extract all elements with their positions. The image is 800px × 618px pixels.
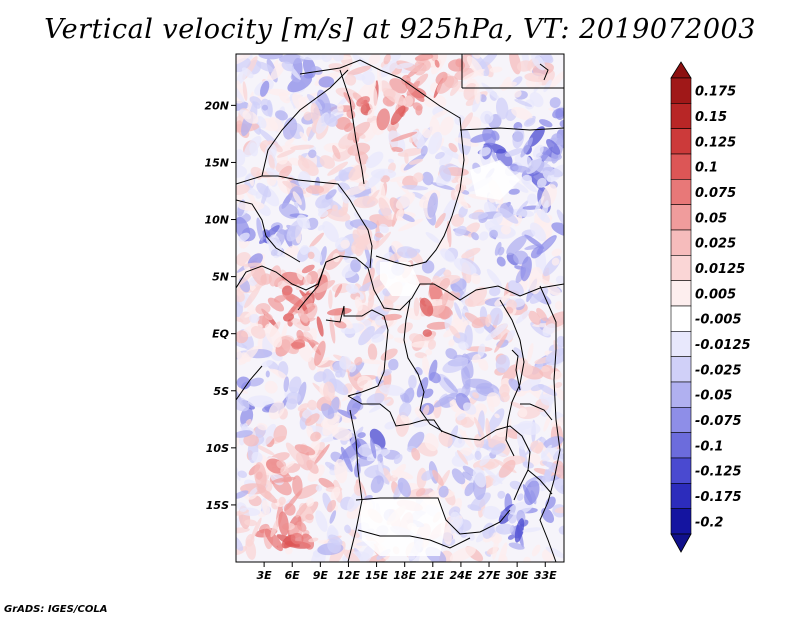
colorbar: 0.175 0.15 0.125 0.1 0.075 0.05 0.025 0.0125 0.0…	[670, 61, 751, 553]
colorbar-label: 0.025	[695, 237, 736, 252]
longitude-axis: 3E 6E 9E 12E 15E 18E 21E 24E 27E 30E 33E	[257, 562, 557, 582]
colorbar-swatch	[670, 229, 692, 256]
lat-tick-label: 15S	[206, 499, 229, 512]
colorbar-swatch	[670, 204, 692, 231]
colorbar-swatch	[670, 179, 692, 205]
vertical-velocity-field	[236, 54, 564, 562]
lon-tick-label: 12E	[337, 569, 360, 582]
map-frame	[235, 53, 565, 563]
colorbar-label: -0.075	[695, 414, 742, 429]
colorbar-swatch	[670, 432, 692, 459]
lat-tick-label: 10N	[204, 214, 229, 227]
chart-title: Vertical velocity [m/s] at 925hPa, VT: 2…	[44, 14, 756, 45]
colorbar-swatch	[670, 331, 692, 357]
lon-tick-label: 6E	[285, 569, 301, 582]
country-borders	[236, 54, 564, 562]
lat-tick-label: 20N	[204, 99, 229, 112]
colorbar-swatch	[670, 128, 692, 155]
colorbar-label: -0.125	[695, 465, 742, 480]
colorbar-swatch	[670, 305, 692, 332]
lat-tick-label: 15N	[204, 156, 229, 169]
colorbar-label: 0.05	[695, 211, 727, 226]
colorbar-swatch	[670, 483, 692, 509]
colorbar-swatch	[670, 356, 692, 383]
colorbar-label: -0.175	[695, 490, 742, 505]
lon-tick-label: 27E	[478, 569, 501, 582]
lon-tick-label: 33E	[534, 569, 557, 582]
colorbar-swatch	[670, 280, 692, 307]
lat-tick-label: EQ	[212, 328, 229, 341]
colorbar-label: 0.075	[695, 186, 736, 201]
lat-tick-label: 5N	[212, 271, 229, 284]
lon-tick-label: 3E	[257, 569, 273, 582]
colorbar-swatch	[670, 407, 692, 433]
lon-tick-label: 21E	[421, 569, 444, 582]
colorbar-swatch	[670, 103, 692, 129]
lat-tick-label: 10S	[206, 442, 229, 455]
latitude-axis: 20N 15N 10N 5N EQ 5S 10S 15S	[204, 99, 236, 512]
colorbar-swatch	[670, 381, 692, 408]
colorbar-label: 0.15	[695, 110, 727, 125]
colorbar-swatch	[670, 153, 692, 180]
lon-tick-label: 18E	[393, 569, 416, 582]
colorbar-swatch	[670, 255, 692, 281]
colorbar-label: 0.005	[695, 287, 736, 302]
lon-tick-label: 9E	[313, 569, 329, 582]
lat-tick-label: 5S	[213, 385, 229, 398]
colorbar-label: 0.1	[695, 161, 718, 176]
grads-credit: GrADS: IGES/COLA	[4, 604, 108, 615]
colorbar-label: 0.175	[695, 85, 736, 100]
colorbar-swatch	[670, 77, 692, 104]
lon-tick-label: 24E	[450, 569, 473, 582]
colorbar-label: -0.05	[695, 389, 732, 404]
colorbar-label: -0.2	[695, 515, 723, 530]
colorbar-label: -0.025	[695, 363, 742, 378]
lon-tick-label: 30E	[506, 569, 529, 582]
colorbar-label: -0.1	[695, 439, 723, 454]
lon-tick-label: 15E	[365, 569, 388, 582]
colorbar-bottom-arrow	[670, 533, 692, 553]
colorbar-label: -0.0125	[695, 338, 751, 353]
colorbar-swatch	[670, 457, 692, 484]
colorbar-top-arrow	[670, 61, 692, 79]
colorbar-label: 0.125	[695, 135, 736, 150]
colorbar-label: 0.0125	[695, 262, 745, 277]
colorbar-swatch	[670, 508, 692, 535]
colorbar-label: -0.005	[695, 313, 742, 328]
